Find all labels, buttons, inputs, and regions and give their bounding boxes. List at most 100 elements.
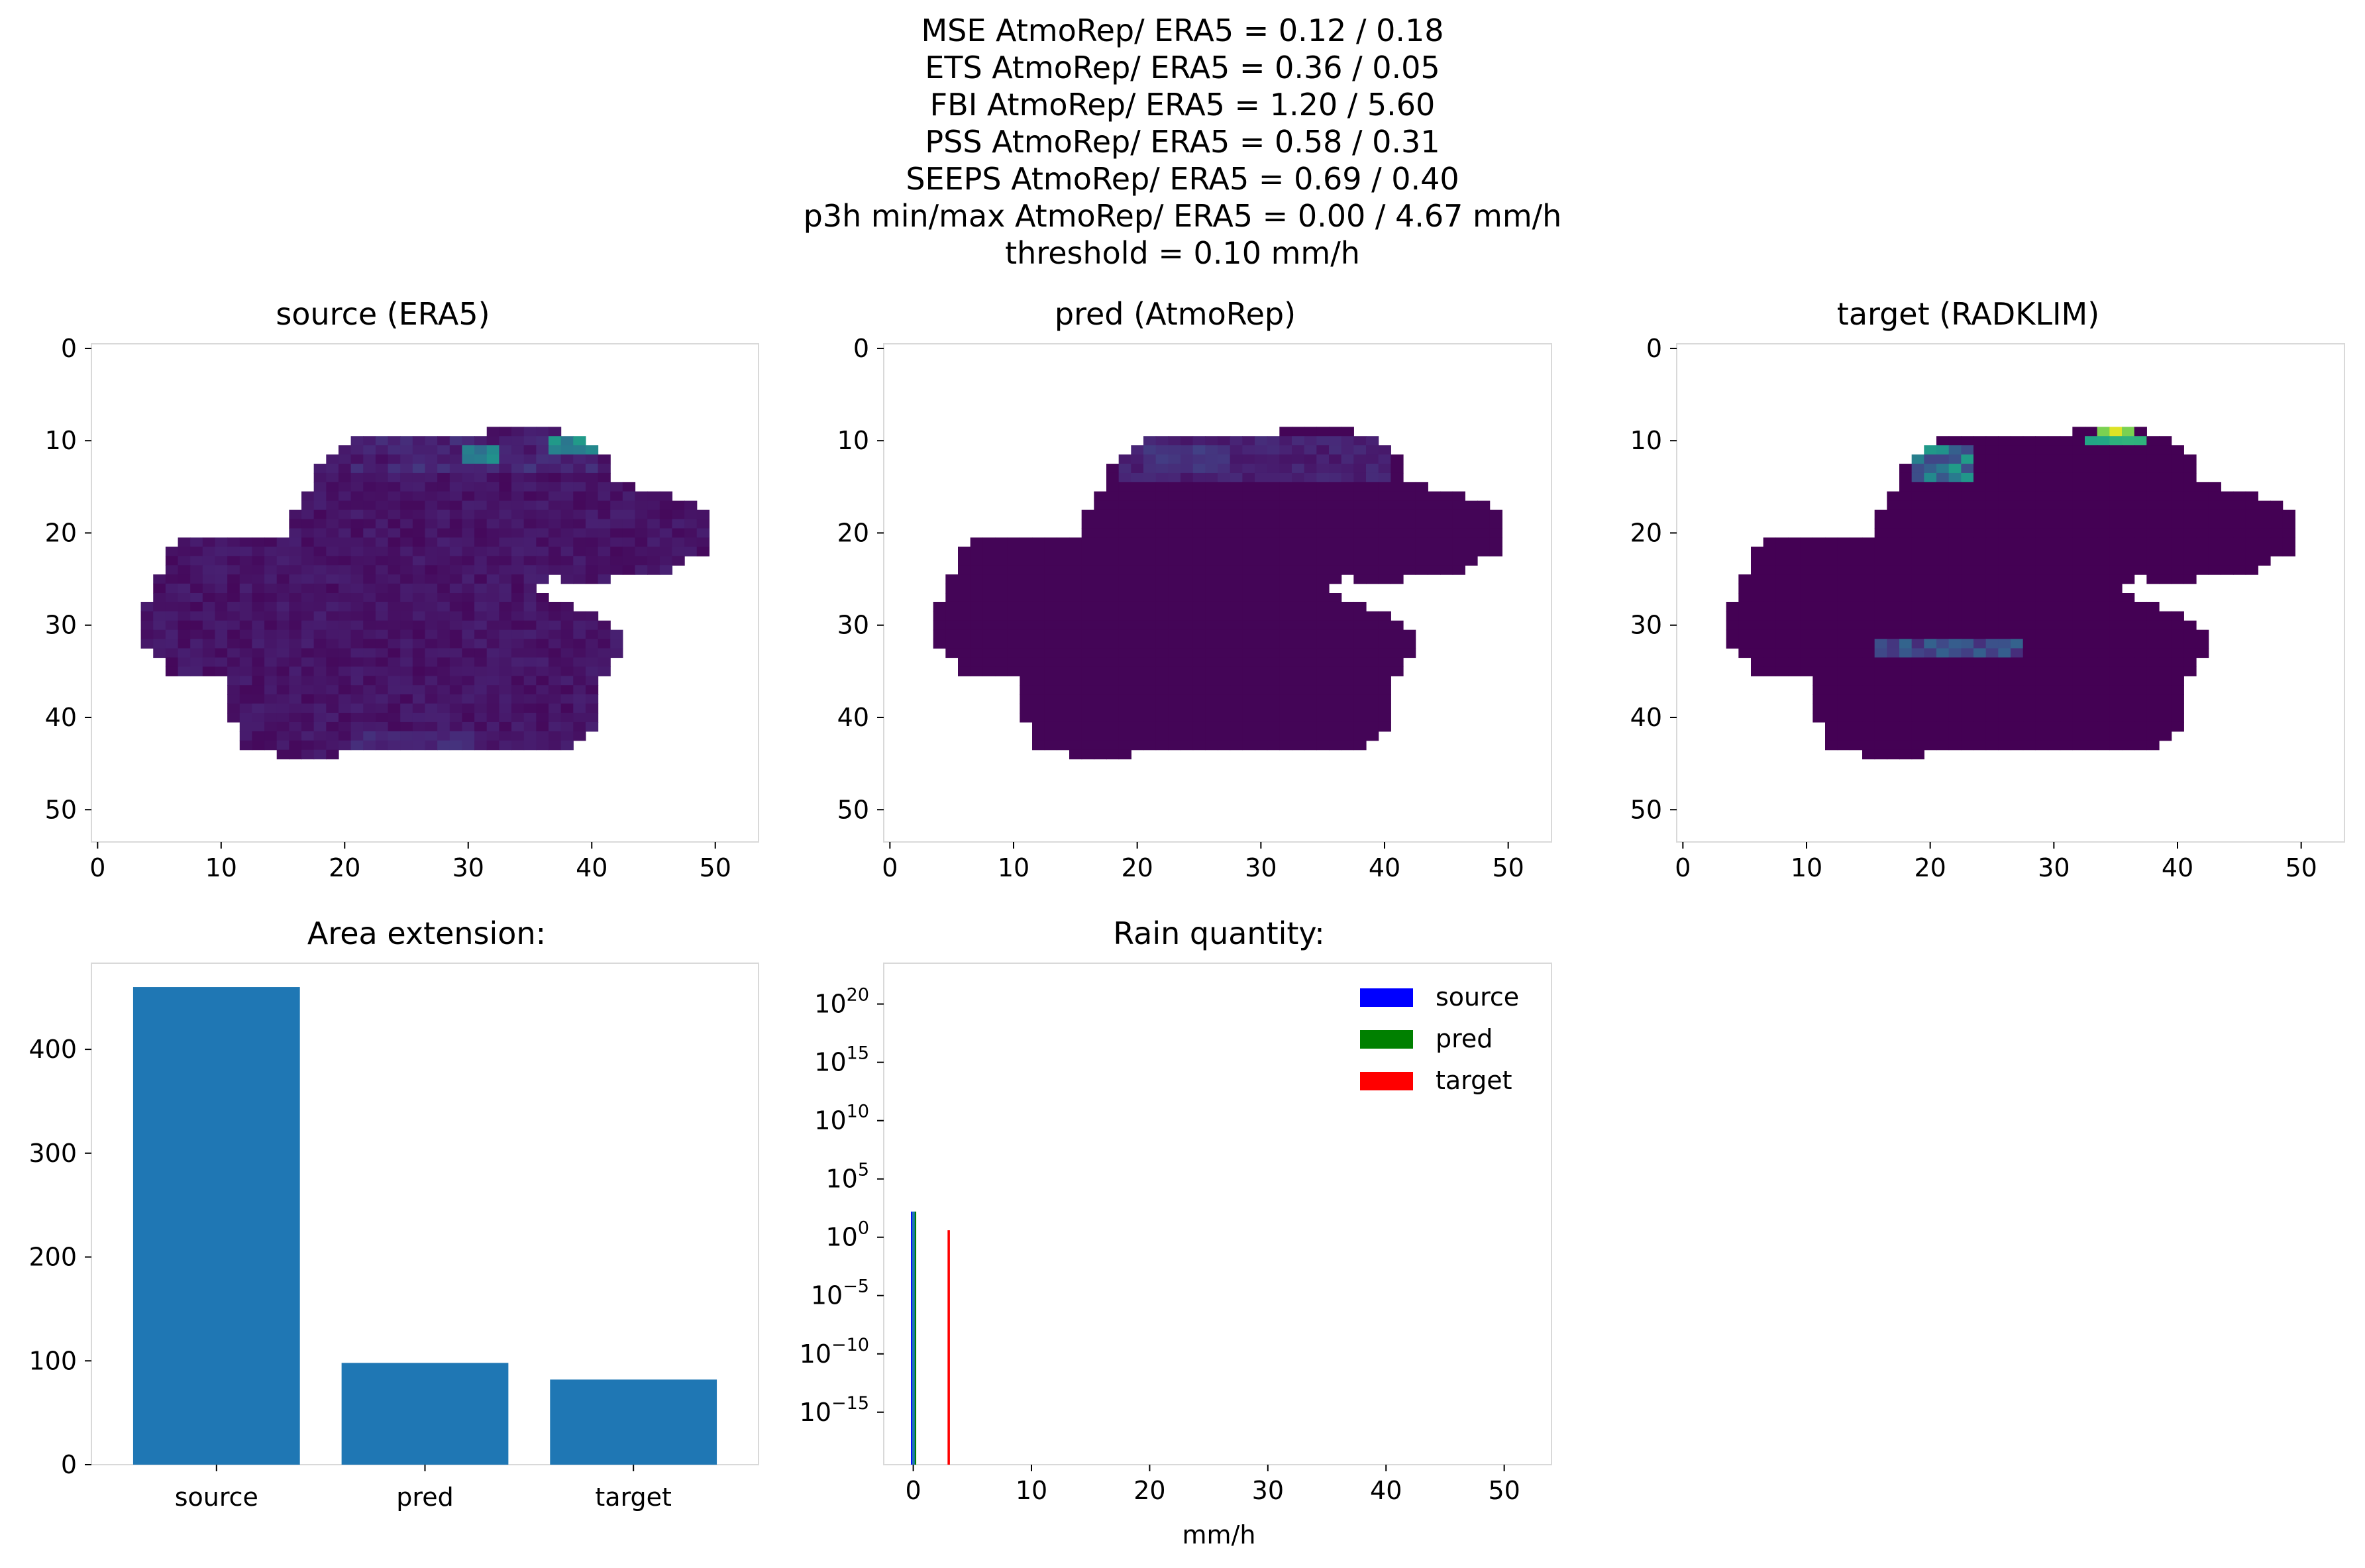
heatmap-cell (511, 574, 525, 584)
heatmap-cell (264, 685, 278, 695)
heatmap-cell (2109, 472, 2123, 483)
heatmap-cell (388, 620, 401, 631)
heatmap-cell (400, 611, 413, 621)
heatmap-cell (1998, 528, 2011, 539)
heatmap-cell (1850, 601, 1863, 612)
heatmap-cell (499, 528, 512, 539)
heatmap-cell (1242, 694, 1255, 704)
heatmap-cell (1192, 528, 1206, 539)
heatmap-cell (1205, 454, 1218, 464)
heatmap-cell (1242, 601, 1255, 612)
heatmap-cell (1899, 593, 1913, 603)
heatmap-cell (2171, 685, 2184, 695)
heatmap-cell (1911, 666, 1924, 676)
heatmap-cell (1218, 509, 1231, 520)
heatmap-cell (523, 620, 537, 631)
heatmap-cell (1279, 629, 1292, 640)
heatmap-cell (326, 584, 339, 594)
heatmap-cell (1155, 454, 1169, 464)
heatmap-cell (1094, 704, 1107, 713)
heatmap-cell (1230, 482, 1243, 492)
heatmap-cell (1020, 601, 1033, 612)
heatmap-cell (1143, 584, 1157, 594)
heatmap-cell (1118, 509, 1131, 520)
heatmap-cell (202, 648, 216, 658)
heatmap-cell (1887, 749, 1900, 760)
heatmap-cell (326, 740, 339, 751)
heatmap-cell (1316, 611, 1330, 621)
heatmap-cell (1391, 454, 1404, 464)
heatmap-cell (412, 574, 426, 584)
heatmap-cell (388, 556, 401, 566)
heatmap-cell (1181, 740, 1194, 751)
heatmap-cell (1168, 685, 1181, 695)
heatmap-cell (1316, 427, 1330, 437)
heatmap-cell (1788, 574, 1801, 584)
heatmap-cell (499, 694, 512, 704)
heatmap-cell (486, 657, 499, 668)
heatmap-cell (560, 500, 574, 511)
heatmap-cell (1181, 593, 1194, 603)
heatmap-cell (190, 556, 203, 566)
heatmap-cell (2035, 639, 2048, 649)
heatmap-cell (2097, 482, 2110, 492)
heatmap-cell (1452, 500, 1465, 511)
heatmap-cell (585, 685, 599, 695)
heatmap-cell (1899, 601, 1913, 612)
heatmap-cell (190, 593, 203, 603)
heatmap-cell (2208, 500, 2221, 511)
x-tick-label: 0 (89, 853, 105, 882)
heatmap-cell (1998, 500, 2011, 511)
heatmap-cell (1192, 565, 1206, 575)
heatmap-cell (1242, 464, 1255, 474)
heatmap-cell (1304, 556, 1317, 566)
heatmap-cell (585, 611, 599, 621)
heatmap-cell (2146, 547, 2160, 556)
heatmap-cell (486, 666, 499, 676)
heatmap-cell (2183, 500, 2197, 511)
heatmap-cell (301, 657, 315, 668)
heatmap-cell (995, 574, 1008, 584)
heatmap-cell (511, 528, 525, 539)
heatmap-cell (2196, 565, 2209, 575)
heatmap-cell (536, 528, 549, 539)
heatmap-cell (1862, 556, 1875, 566)
heatmap-cell (536, 666, 549, 676)
heatmap-cell (1143, 713, 1157, 723)
heatmap-cell (462, 648, 475, 658)
heatmap-cell (1057, 694, 1070, 704)
heatmap-cell (2023, 685, 2036, 695)
heatmap-cell (301, 731, 315, 741)
heatmap-cell (1341, 704, 1354, 713)
heatmap-cell (1353, 509, 1367, 520)
heatmap-cell (548, 666, 562, 676)
heatmap-cell (1155, 740, 1169, 751)
heatmap-cell (1378, 472, 1391, 483)
heatmap-cell (1205, 491, 1218, 501)
heatmap-cell (560, 740, 574, 751)
heatmap-cell (647, 547, 660, 556)
heatmap-cell (178, 666, 191, 676)
heatmap-cell (2023, 528, 2036, 539)
x-axis-label-rain: mm/h (1182, 1520, 1256, 1549)
heatmap-cell (1378, 629, 1391, 640)
heatmap-cell (2109, 574, 2123, 584)
heatmap-cell (350, 565, 364, 575)
heatmap-cell (585, 519, 599, 529)
heatmap-cell (1751, 547, 1764, 556)
y-tick-label: 1015 (814, 1043, 869, 1077)
heatmap-cell (1131, 445, 1144, 455)
heatmap-cell (462, 472, 475, 483)
heatmap-cell (289, 749, 302, 760)
heatmap-cell (1292, 556, 1305, 566)
heatmap-cell (1131, 472, 1144, 483)
heatmap-cell (2146, 731, 2160, 741)
heatmap-cell (1255, 445, 1268, 455)
heatmap-cell (239, 704, 253, 713)
heatmap-cell (2097, 565, 2110, 575)
heatmap-cell (1118, 593, 1131, 603)
heatmap-cell (1973, 704, 1987, 713)
heatmap-cell (970, 547, 983, 556)
heatmap-cell (437, 519, 450, 529)
heatmap-cell (2060, 472, 2073, 483)
